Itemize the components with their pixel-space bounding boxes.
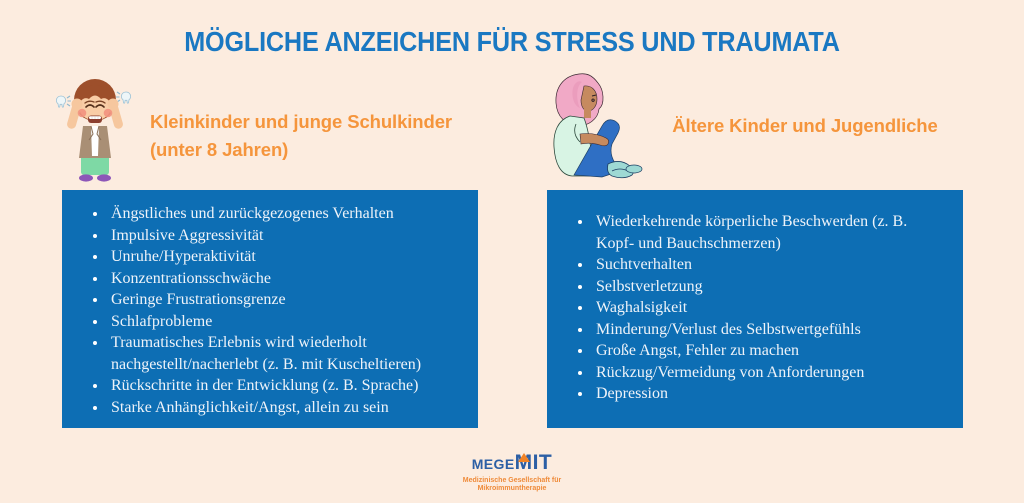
left-header: Kleinkinder und junge Schulkinder (unter… (54, 74, 478, 184)
crying-child-illustration (55, 79, 132, 182)
logo-m-with-triangle: M (515, 452, 533, 474)
right-heading-line1: Ältere Kinder und Jugendliche (672, 115, 938, 136)
symptom-item: Große Angst, Fehler zu machen (593, 340, 949, 362)
left-symptoms-box: Ängstliches und zurückgezogenes Verhalte… (62, 190, 478, 428)
left-symptoms-list: Ängstliches und zurückgezogenes Verhalte… (62, 190, 478, 418)
logo-tagline: Medizinische Gesellschaft für Mikroimmun… (0, 477, 1024, 493)
left-heading: Kleinkinder und junge Schulkinder (unter… (150, 74, 452, 164)
symptom-item: Konzentrationsschwäche (108, 268, 464, 290)
footer: MEGE MIT Medizinische Gesellschaft für Mi… (0, 452, 1024, 493)
tooth-icon (116, 91, 132, 104)
megemit-logo: MEGE MIT (0, 452, 1024, 476)
symptom-item: Impulsive Aggressivität (108, 225, 464, 247)
page-title: MÖGLICHE ANZEICHEN FÜR STRESS UND TRAUMA… (184, 26, 840, 57)
left-heading-line1: Kleinkinder und junge Schulkinder (150, 111, 452, 132)
logo-triangle-icon (517, 453, 530, 462)
tagline-line2: Mikroimmuntherapie (477, 485, 547, 492)
symptom-item: Minderung/Verlust des Selbstwertgefühls (593, 319, 949, 341)
symptom-item: Rückschritte in der Entwicklung (z. B. S… (108, 375, 464, 397)
symptom-item: Selbstverletzung (593, 276, 949, 298)
symptom-item: Depression (593, 383, 949, 405)
symptom-item: Waghalsigkeit (593, 297, 949, 319)
symptom-item: Unruhe/Hyperaktivität (108, 246, 464, 268)
symptom-item: Suchtverhalten (593, 254, 949, 276)
symptom-item: Geringe Frustrationsgrenze (108, 289, 464, 311)
logo-text-mege: MEGE (471, 456, 515, 472)
symptom-item: Schlafprobleme (108, 311, 464, 333)
right-symptoms-list: Wiederkehrende körperliche Beschwerden (… (547, 190, 963, 405)
right-header: Ältere Kinder und Jugendliche (546, 72, 964, 186)
tooth-icon (55, 95, 71, 108)
right-heading: Ältere Kinder und Jugendliche (646, 72, 964, 140)
right-symptoms-box: Wiederkehrende körperliche Beschwerden (… (547, 190, 963, 428)
symptom-item: Wiederkehrende körperliche Beschwerden (… (593, 211, 949, 254)
tagline-line1: Medizinische Gesellschaft für (462, 477, 562, 484)
symptom-item: Rückzug/Vermeidung von Anforderungen (593, 362, 949, 384)
left-heading-line2: (unter 8 Jahren) (150, 139, 289, 160)
symptom-item: Ängstliches und zurückgezogenes Verhalte… (108, 203, 464, 225)
symptom-item: Traumatisches Erlebnis wird wiederholt n… (108, 332, 464, 375)
sitting-teen-illustration (553, 73, 643, 179)
symptom-item: Starke Anhänglichkeit/Angst, allein zu s… (108, 397, 464, 419)
logo-text-it: IT (532, 451, 553, 474)
